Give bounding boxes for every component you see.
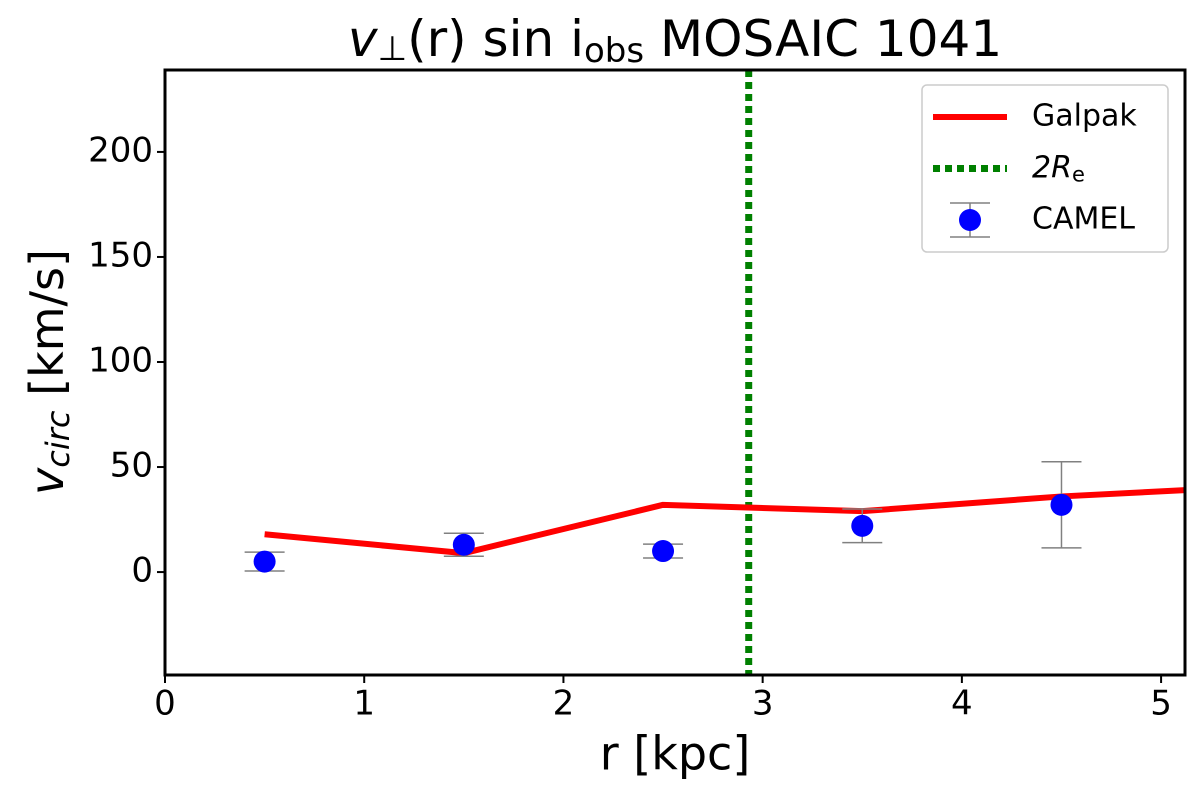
data-point bbox=[851, 514, 874, 537]
x-tick-label: 4 bbox=[951, 684, 973, 724]
title-part: ⊥ bbox=[377, 29, 407, 69]
legend-label: 2Re bbox=[1032, 150, 1085, 187]
x-tick-label: 2 bbox=[553, 684, 575, 724]
legend-box bbox=[921, 84, 1169, 253]
y-tick-label: 100 bbox=[88, 340, 153, 380]
data-point bbox=[452, 533, 475, 556]
y-tick-label: 200 bbox=[88, 130, 153, 170]
data-point bbox=[652, 540, 675, 563]
plot-area bbox=[244, 70, 1185, 675]
y-label-part: [km/s] bbox=[20, 249, 74, 410]
x-tick-label: 1 bbox=[353, 684, 375, 724]
x-tick-label: 5 bbox=[1150, 684, 1172, 724]
x-axis-label: r [kpc] bbox=[600, 727, 751, 781]
legend-swatch bbox=[959, 209, 981, 231]
x-tick-label: 3 bbox=[752, 684, 774, 724]
chart-title: v⊥(r) sin iobs MOSAIC 1041 bbox=[348, 10, 1002, 71]
x-tick-label: 0 bbox=[154, 684, 176, 724]
legend-label: Galpak bbox=[1032, 99, 1137, 134]
axes-frame bbox=[163, 68, 1187, 677]
data-point bbox=[253, 550, 276, 573]
y-tick-label: 50 bbox=[110, 446, 153, 486]
y-tick-label: 150 bbox=[88, 235, 153, 275]
title-part: obs bbox=[584, 31, 644, 71]
y-label-part: v bbox=[20, 467, 74, 495]
title-part: MOSAIC 1041 bbox=[644, 10, 1002, 68]
legend-label-part: e bbox=[1072, 163, 1085, 187]
legend-label: CAMEL bbox=[1032, 202, 1135, 237]
title-part: v bbox=[348, 10, 379, 68]
data-line bbox=[264, 487, 1185, 557]
title-part: (r) sin i bbox=[407, 10, 584, 68]
y-axis-label: vcirc [km/s] bbox=[20, 249, 78, 495]
y-tick-label: 0 bbox=[131, 551, 153, 591]
legend: Galpak 2Re CAMEL bbox=[921, 84, 1169, 253]
data-point bbox=[1050, 493, 1073, 516]
y-label-part: circ bbox=[39, 410, 77, 468]
legend-label-part: 2R bbox=[1032, 150, 1072, 185]
